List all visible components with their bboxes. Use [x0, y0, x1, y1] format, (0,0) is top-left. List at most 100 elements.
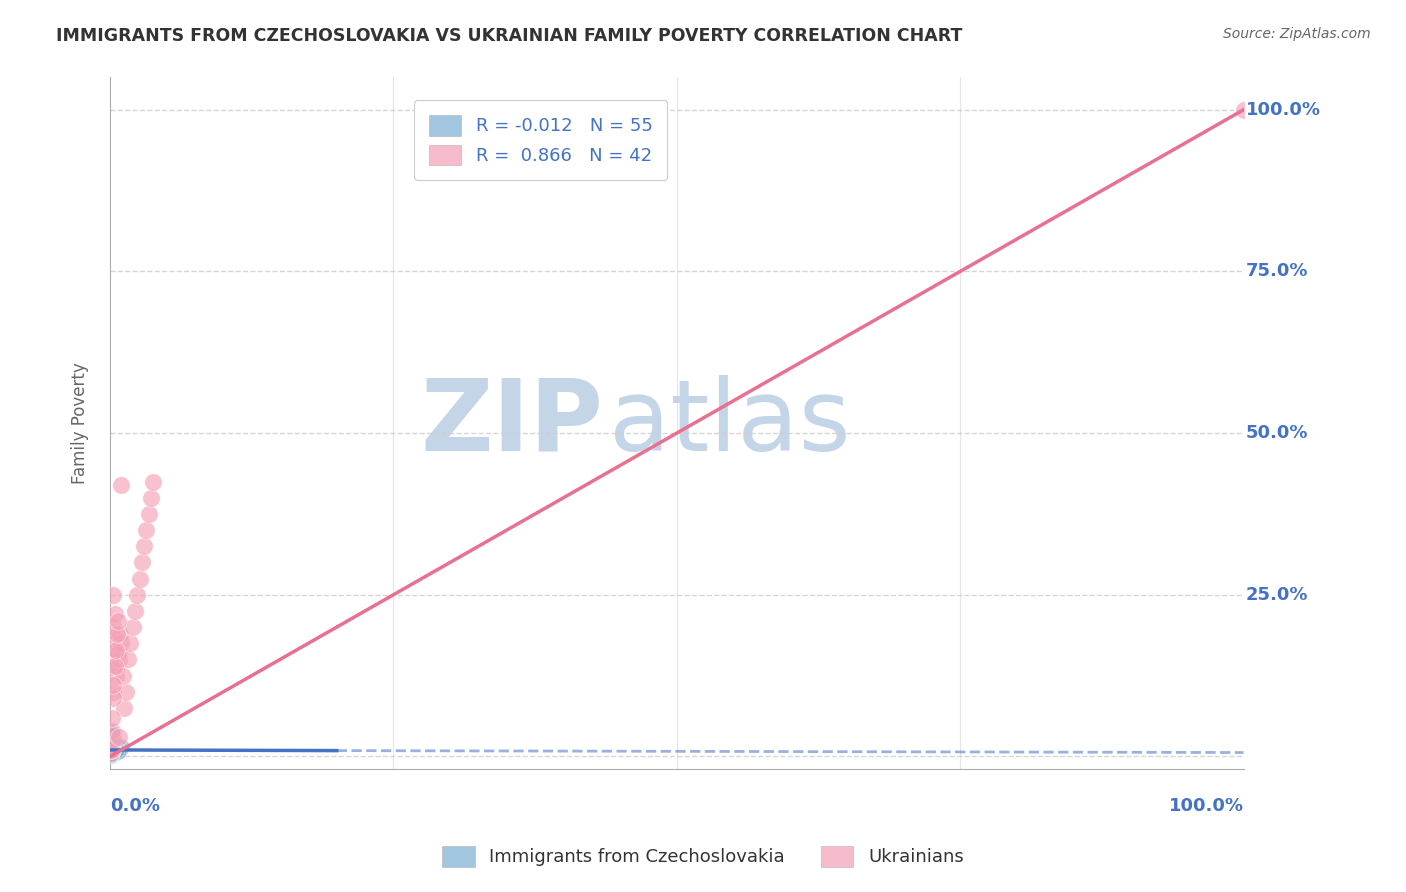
Point — [138, 507, 160, 521]
Y-axis label: Family Poverty: Family Poverty — [72, 362, 89, 484]
Point — [1232, 103, 1254, 117]
Point — [103, 733, 125, 747]
Point — [104, 668, 127, 682]
Point — [101, 737, 124, 751]
Point — [105, 741, 128, 756]
Point — [103, 678, 125, 692]
Point — [107, 646, 129, 660]
Point — [105, 659, 128, 673]
Point — [104, 642, 127, 657]
Text: 50.0%: 50.0% — [1246, 424, 1309, 442]
Point — [101, 737, 124, 751]
Point — [142, 475, 165, 489]
Point — [100, 743, 122, 757]
Point — [108, 652, 131, 666]
Point — [101, 747, 124, 761]
Point — [103, 744, 125, 758]
Point — [100, 737, 122, 751]
Point — [103, 729, 125, 743]
Text: 25.0%: 25.0% — [1246, 586, 1309, 604]
Point — [107, 614, 129, 628]
Point — [103, 743, 125, 757]
Text: 0.0%: 0.0% — [110, 797, 160, 815]
Point — [103, 741, 125, 756]
Point — [100, 744, 122, 758]
Point — [101, 744, 124, 758]
Point — [100, 746, 122, 760]
Point — [103, 744, 125, 758]
Point — [135, 523, 157, 537]
Point — [100, 743, 122, 757]
Point — [100, 743, 122, 757]
Point — [111, 668, 134, 682]
Point — [105, 626, 128, 640]
Point — [100, 747, 122, 761]
Legend: R = -0.012   N = 55, R =  0.866   N = 42: R = -0.012 N = 55, R = 0.866 N = 42 — [415, 100, 666, 180]
Point — [101, 741, 124, 756]
Point — [101, 741, 124, 756]
Point — [139, 491, 162, 505]
Text: 100.0%: 100.0% — [1246, 101, 1320, 119]
Text: 75.0%: 75.0% — [1246, 262, 1309, 280]
Point — [115, 685, 138, 699]
Point — [120, 636, 142, 650]
Point — [128, 572, 150, 586]
Point — [112, 701, 135, 715]
Point — [132, 539, 155, 553]
Text: 100.0%: 100.0% — [1168, 797, 1243, 815]
Point — [103, 588, 125, 602]
Point — [101, 739, 124, 753]
Point — [104, 743, 127, 757]
Point — [103, 746, 125, 760]
Point — [104, 743, 127, 757]
Point — [100, 735, 122, 749]
Point — [104, 659, 127, 673]
Point — [100, 744, 122, 758]
Point — [101, 741, 124, 756]
Point — [100, 731, 122, 746]
Point — [100, 734, 122, 748]
Point — [100, 746, 122, 760]
Point — [101, 727, 124, 741]
Point — [101, 744, 124, 758]
Point — [103, 745, 125, 759]
Legend: Immigrants from Czechoslovakia, Ukrainians: Immigrants from Czechoslovakia, Ukrainia… — [434, 838, 972, 874]
Point — [108, 730, 131, 744]
Point — [104, 607, 127, 622]
Point — [101, 743, 124, 757]
Text: Source: ZipAtlas.com: Source: ZipAtlas.com — [1223, 27, 1371, 41]
Point — [124, 604, 146, 618]
Point — [104, 636, 127, 650]
Point — [110, 478, 132, 492]
Point — [101, 747, 124, 761]
Point — [101, 741, 124, 756]
Point — [101, 732, 124, 747]
Point — [100, 748, 122, 763]
Point — [107, 744, 129, 758]
Point — [108, 743, 131, 757]
Point — [104, 746, 127, 760]
Text: ZIP: ZIP — [420, 375, 603, 472]
Point — [103, 738, 125, 752]
Text: IMMIGRANTS FROM CZECHOSLOVAKIA VS UKRAINIAN FAMILY POVERTY CORRELATION CHART: IMMIGRANTS FROM CZECHOSLOVAKIA VS UKRAIN… — [56, 27, 963, 45]
Point — [127, 588, 149, 602]
Point — [110, 626, 132, 640]
Point — [110, 636, 132, 650]
Point — [101, 652, 124, 666]
Point — [103, 743, 125, 757]
Point — [100, 739, 122, 754]
Point — [101, 723, 124, 738]
Point — [100, 746, 122, 760]
Point — [101, 740, 124, 755]
Point — [103, 744, 125, 758]
Point — [100, 739, 122, 753]
Point — [101, 739, 124, 753]
Point — [100, 746, 122, 760]
Point — [117, 652, 139, 666]
Point — [101, 711, 124, 725]
Point — [103, 743, 125, 757]
Point — [100, 734, 122, 748]
Point — [100, 746, 122, 760]
Point — [100, 731, 122, 746]
Point — [103, 620, 125, 634]
